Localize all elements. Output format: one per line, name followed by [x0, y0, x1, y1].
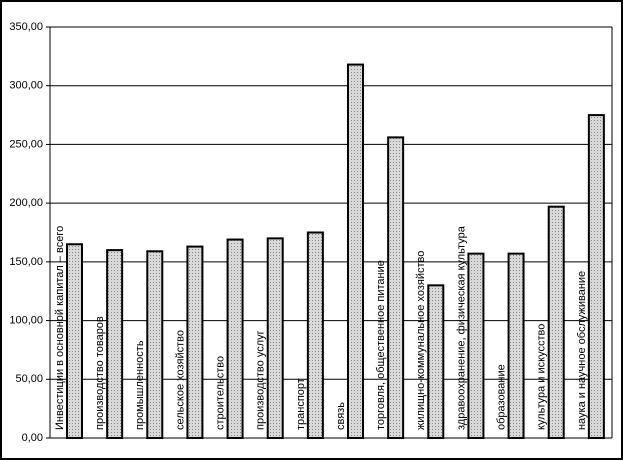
y-tick-label: 300,00 — [9, 80, 43, 92]
bar — [347, 63, 364, 439]
x-tick-label: торговля, общественное питание — [375, 260, 387, 430]
x-tick-label: Инвестиции в основной капитал – всего — [54, 226, 66, 430]
x-tick-label: производство услуг — [255, 330, 267, 430]
y-tick-label: 0,00 — [22, 432, 43, 444]
y-tick-label: 100,00 — [9, 314, 43, 326]
x-tick-label: связь — [335, 402, 347, 430]
y-tick-label: 200,00 — [9, 197, 43, 209]
bar — [106, 249, 124, 439]
x-tick-label: образование — [495, 364, 507, 430]
bar — [66, 243, 83, 439]
x-tick-label: производство товаров — [94, 316, 106, 430]
bar — [306, 231, 324, 439]
bar — [146, 250, 164, 439]
y-tick-label: 50,00 — [15, 373, 43, 385]
bar — [587, 114, 605, 439]
x-tick-label: промышленность — [134, 340, 146, 430]
bar — [186, 245, 204, 439]
bar — [507, 252, 525, 439]
x-tick-label: сельское хозяйство — [174, 330, 186, 430]
bar — [547, 205, 565, 439]
x-tick-label: наука и научное обслуживание — [576, 271, 588, 430]
x-tick-label: строительство — [214, 356, 226, 430]
y-tick-label: 250,00 — [9, 138, 43, 150]
bar — [467, 252, 485, 439]
bar — [387, 136, 405, 440]
bar — [266, 237, 284, 439]
y-tick-label: 350,00 — [9, 21, 43, 33]
y-tick-label: 150,00 — [9, 256, 43, 268]
bar — [427, 284, 445, 440]
x-tick-label: жилищно-коммунальное хозяйство — [415, 251, 427, 430]
x-tick-label: культура и искусство — [536, 324, 548, 430]
x-tick-label: здравоохранение, физическая культура — [455, 225, 467, 430]
x-tick-label: транспорт — [295, 378, 307, 430]
bar — [226, 238, 244, 439]
